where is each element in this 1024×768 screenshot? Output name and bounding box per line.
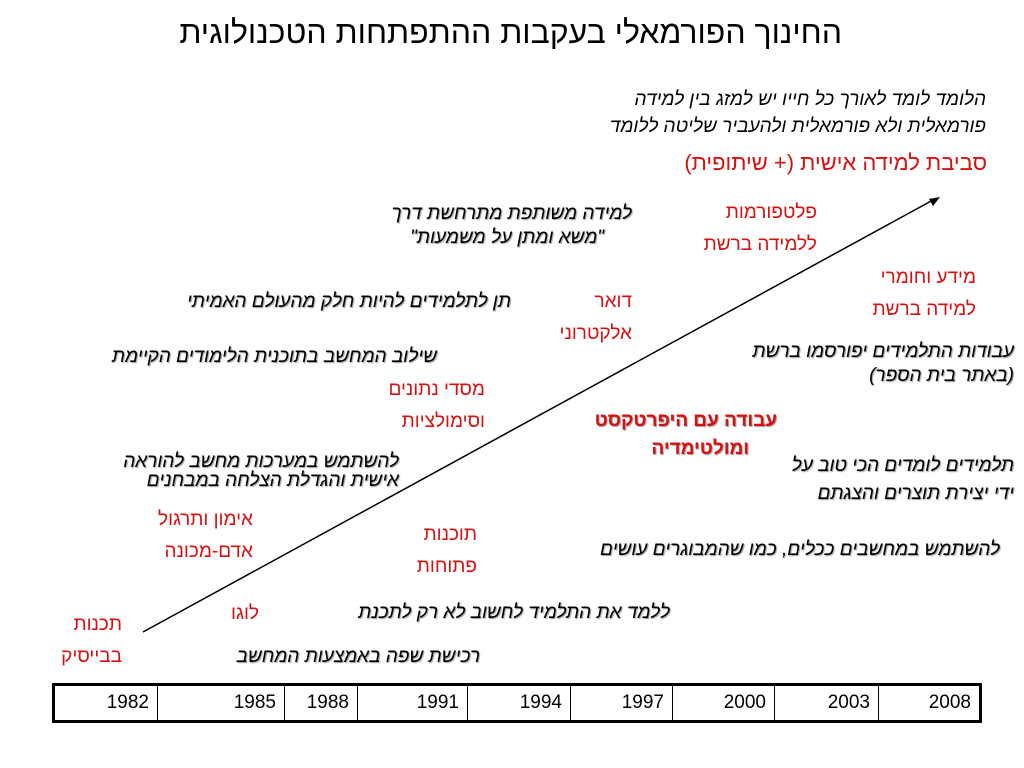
intro-text: הלומד לומד לאורך כל חייו יש למזג בין למי…	[610, 86, 986, 140]
item-line: להשתמש במערכות מחשב להוראה	[123, 451, 399, 472]
item-line: (באתר בית הספר)	[869, 365, 1014, 386]
year-cell: 2000	[672, 684, 775, 722]
item-line: עבודות התלמידים יפורסמו ברשת	[752, 341, 1014, 362]
basic-item: תכנות בבייסיק	[61, 609, 122, 673]
item-line: תוכנות	[423, 524, 478, 545]
item-line: תכנות	[73, 614, 122, 635]
computers-as-tools-item: להשתמש במחשבים ככלים, כמו שהמבוגרים עושי…	[600, 539, 1000, 560]
arrowhead-icon	[929, 197, 940, 206]
platforms-item: פלטפורמות ללמידה ברשת	[704, 197, 817, 261]
year-cell: 1997	[570, 684, 673, 722]
item-line: למידה ברשת	[872, 299, 976, 320]
year-cell: 1994	[467, 684, 571, 722]
item-line: דואר	[594, 291, 632, 312]
item-line: "משא ומתן על משמעות"	[410, 227, 604, 248]
item-line: מידע וחומרי	[880, 267, 976, 288]
publish-works-item: עבודות התלמידים יפורסמו ברשת (באתר בית ה…	[752, 340, 1014, 388]
item-line: וסימולציות	[401, 411, 485, 432]
learning-environment: סביבת למידה אישית (+ שיתופית)	[684, 150, 987, 175]
item-line: אימון ותרגול	[158, 509, 253, 530]
year-cell: 2003	[774, 684, 879, 722]
years-row: 1982 1985 1988 1991 1994 1997 2000 2003 …	[53, 684, 981, 722]
intro-line: הלומד לומד לאורך כל חייו יש למזג בין למי…	[634, 89, 986, 110]
year-cell: 2008	[878, 684, 981, 722]
drill-item: אימון ותרגול אדם-מכונה	[158, 504, 253, 568]
integration-item: שילוב המחשב בתוכנית הלימודים הקיימת	[111, 346, 437, 367]
computer-systems-item: להשתמש במערכות מחשב להוראה אישית והגדלת …	[123, 452, 399, 490]
item-line: פלטפורמות	[725, 202, 817, 223]
intro-line: פורמאלית ולא פורמאלית ולהעביר שליטה ללומ…	[609, 116, 986, 137]
item-line: עבודה עם היפרטקסט	[594, 410, 777, 431]
best-learning-item: תלמידים לומדים הכי טוב על ידי יצירת תוצר…	[792, 452, 1014, 508]
real-world-item: תן לתלמידים להיות חלק מהעולם האמיתי	[186, 291, 511, 312]
year-cell: 1985	[157, 684, 285, 722]
hypertext-item: עבודה עם היפרטקסט ומולטימדיה	[595, 407, 777, 463]
years-table: 1982 1985 1988 1991 1994 1997 2000 2003 …	[52, 683, 982, 723]
item-line: ידי יצירת תוצרים והצגתם	[817, 483, 1014, 504]
logo-item: לוגו	[231, 603, 259, 624]
item-line: פתוחות	[416, 556, 477, 577]
language-acquisition-item: רכישת שפה באמצעות המחשב	[236, 646, 480, 667]
item-line: בבייסיק	[61, 646, 122, 667]
item-line: ומולטימדיה	[651, 438, 749, 459]
page-title: החינוך הפורמאלי בעקבות ההתפתחות הטכנולוג…	[179, 14, 842, 50]
item-line: תלמידים לומדים הכי טוב על	[791, 455, 1014, 476]
item-line: ללמידה ברשת	[703, 234, 817, 255]
item-line: מסדי נתונים	[388, 379, 485, 400]
item-line: למידה משותפת מתרחשת דרך	[391, 203, 632, 224]
year-cell: 1991	[357, 684, 468, 722]
shared-learning-item: למידה משותפת מתרחשת דרך "משא ומתן על משמ…	[391, 202, 632, 250]
item-line: אלקטרוני	[559, 323, 632, 344]
databases-item: מסדי נתונים וסימולציות	[388, 374, 485, 438]
teach-thinking-item: ללמד את התלמיד לחשוב לא רק לתכנת	[358, 602, 670, 623]
email-item: דואר אלקטרוני	[560, 286, 632, 350]
item-line: אישית והגדלת הצלחה במבחנים	[146, 470, 399, 491]
year-cell: 1982	[53, 684, 158, 722]
item-line: אדם-מכונה	[164, 541, 253, 562]
year-cell: 1988	[284, 684, 358, 722]
open-software-item: תוכנות פתוחות	[417, 519, 477, 583]
knowledge-online-item: מידע וחומרי למידה ברשת	[873, 262, 976, 326]
